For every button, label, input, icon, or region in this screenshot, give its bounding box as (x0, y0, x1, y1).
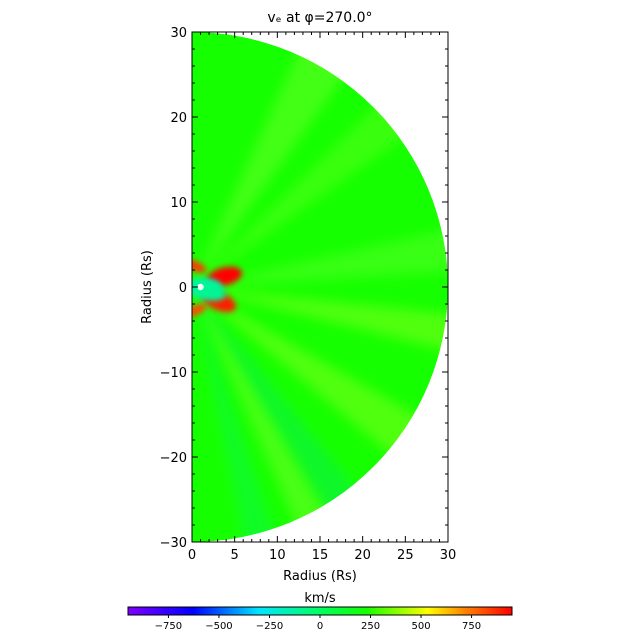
field-lobe (192, 259, 207, 273)
x-axis: 0 5 10 15 20 25 30 (188, 32, 456, 563)
x-tick-label: 5 (231, 548, 239, 563)
y-tick-label: −30 (160, 536, 187, 551)
x-tick-label: 20 (354, 548, 371, 563)
x-axis-label: Radius (Rs) (283, 569, 357, 584)
y-tick-label: 20 (170, 111, 187, 126)
field-streak (192, 227, 448, 287)
y-tick-label: −20 (160, 451, 187, 466)
colorbar-ticks: −750 −500 −250 0 250 500 750 (155, 615, 481, 632)
colorbar-tick-label: 500 (412, 621, 431, 632)
colorbar-label: km/s (304, 591, 336, 606)
chart-title: vₑ at φ=270.0° (267, 10, 372, 26)
heatmap-field (192, 32, 448, 542)
colorbar-tick-label: −750 (155, 621, 182, 632)
x-tick-label: 30 (440, 548, 457, 563)
y-tick-label: 10 (170, 196, 187, 211)
x-tick-label: 0 (188, 548, 196, 563)
colorbar-tick-label: 0 (317, 621, 323, 632)
field-streak (192, 287, 429, 463)
colorbar (127, 606, 513, 616)
colorbar-tick-label: 750 (462, 621, 481, 632)
field-streak (192, 39, 352, 287)
field-streak (192, 96, 415, 287)
y-axis-label: Radius (Rs) (140, 250, 155, 324)
y-tick-label: 0 (179, 281, 187, 296)
colorbar-tick-label: 250 (361, 621, 380, 632)
colorbar-tick-label: −250 (256, 621, 283, 632)
field-lobe (192, 303, 207, 318)
field-streak (192, 287, 331, 537)
occulting-disk (197, 283, 204, 291)
x-tick-label: 15 (312, 548, 329, 563)
y-tick-label: −10 (160, 366, 187, 381)
y-tick-label: 30 (170, 26, 187, 41)
field-streak (192, 287, 279, 542)
field-streak (192, 287, 448, 353)
y-axis: −30 −20 −10 0 10 20 30 (160, 26, 448, 551)
field-streak (192, 287, 364, 521)
x-tick-label: 10 (269, 548, 286, 563)
x-tick-label: 25 (397, 548, 414, 563)
colorbar-tick-label: −500 (205, 621, 232, 632)
